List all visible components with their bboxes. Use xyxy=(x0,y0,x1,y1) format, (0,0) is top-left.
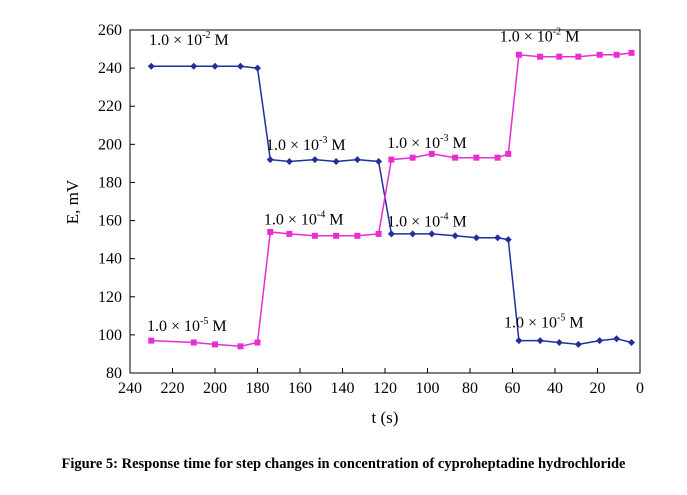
y-axis-label: E, mV xyxy=(63,179,82,224)
concentration-label: 1.0 × 10-5 M xyxy=(147,316,227,335)
y-tick-label: 200 xyxy=(98,136,122,153)
series-2 xyxy=(148,49,635,350)
data-point xyxy=(190,62,198,70)
data-point xyxy=(237,62,244,70)
data-point xyxy=(628,49,635,56)
data-point xyxy=(472,234,480,242)
x-tick-label: 120 xyxy=(373,380,397,397)
series-layer xyxy=(147,49,635,350)
concentration-label: 1.0 × 10-2 M xyxy=(149,30,229,49)
data-point xyxy=(428,230,436,238)
y-tick-label: 260 xyxy=(98,22,122,39)
data-point xyxy=(537,53,544,60)
annotations: 1.0 × 10-2 M 1.0 × 10-3 M 1.0 × 10-4 M 1.0 … xyxy=(147,26,584,335)
data-point xyxy=(333,232,340,239)
data-point xyxy=(211,62,219,70)
series-line xyxy=(151,52,632,348)
data-point xyxy=(628,339,635,347)
data-point xyxy=(237,343,244,350)
concentration-label: 1.0 × 10-5 M xyxy=(504,312,584,331)
y-tick-label: 100 xyxy=(98,327,122,344)
data-point xyxy=(473,154,480,161)
data-point xyxy=(515,337,523,345)
data-point xyxy=(596,337,604,345)
y-tick-label: 80 xyxy=(106,365,122,382)
data-point xyxy=(285,157,293,165)
concentration-label: 1.0 × 10-4 M xyxy=(264,209,344,228)
data-point xyxy=(536,337,544,345)
concentration-label: 1.0 × 10-3 M xyxy=(266,135,346,154)
data-point xyxy=(515,51,522,58)
y-tick-label: 140 xyxy=(98,251,122,268)
data-point xyxy=(409,230,417,238)
data-point xyxy=(387,230,395,238)
x-tick-label: 220 xyxy=(161,380,185,397)
data-point xyxy=(212,341,218,348)
data-point xyxy=(613,51,620,58)
concentration-label: 1.0 × 10-4 M xyxy=(387,211,467,230)
data-point xyxy=(332,157,340,165)
x-tick-label: 0 xyxy=(636,380,644,397)
series-1 xyxy=(147,62,635,348)
series-line xyxy=(151,65,632,346)
y-tick-label: 220 xyxy=(98,98,122,115)
data-point xyxy=(596,51,603,58)
concentration-label: 1.0 × 10-3 M xyxy=(387,133,467,152)
data-point xyxy=(494,234,502,242)
data-point xyxy=(451,232,459,240)
concentration-label: 1.0 × 10-2 M xyxy=(500,26,580,45)
x-tick-label: 20 xyxy=(590,380,606,397)
x-tick-label: 240 xyxy=(118,380,142,397)
data-point xyxy=(452,154,459,161)
x-tick-label: 200 xyxy=(203,380,227,397)
figure-caption: Figure 5: Response time for step changes… xyxy=(61,456,626,472)
y-tick-label: 180 xyxy=(98,174,122,191)
x-tick-label: 160 xyxy=(288,380,312,397)
data-point xyxy=(254,64,261,72)
y-tick-label: 120 xyxy=(98,289,122,306)
x-axis: 240 220 200 180 160 140 120 100 80 60 40 20 0 xyxy=(118,368,644,397)
data-point xyxy=(267,228,274,235)
data-point xyxy=(148,337,155,344)
x-tick-label: 60 xyxy=(505,380,521,397)
data-point xyxy=(575,53,582,60)
data-point xyxy=(353,156,361,164)
data-point xyxy=(190,339,197,346)
data-point xyxy=(375,157,383,165)
y-tick-label: 160 xyxy=(98,213,122,230)
data-point xyxy=(375,230,382,237)
x-tick-label: 80 xyxy=(462,380,478,397)
data-point xyxy=(556,53,563,60)
y-axis: 80 100 120 140 160 180 200 220 240 260 xyxy=(98,22,135,382)
x-tick-label: 40 xyxy=(547,380,563,397)
data-point xyxy=(409,154,416,161)
x-axis-label: t (s) xyxy=(372,408,399,427)
data-point xyxy=(613,335,621,343)
data-point xyxy=(428,150,435,157)
data-point xyxy=(574,340,582,348)
x-tick-label: 140 xyxy=(331,380,355,397)
data-point xyxy=(505,150,512,157)
data-point xyxy=(494,154,501,161)
data-point xyxy=(388,156,395,163)
x-tick-label: 180 xyxy=(246,380,270,397)
data-point xyxy=(311,156,319,164)
data-point xyxy=(311,232,318,239)
y-tick-label: 240 xyxy=(98,60,122,77)
data-point xyxy=(555,339,563,347)
data-point xyxy=(266,156,274,164)
data-point xyxy=(504,236,512,244)
data-point xyxy=(354,232,361,239)
data-point xyxy=(254,339,261,346)
x-tick-label: 100 xyxy=(416,380,440,397)
data-point xyxy=(286,230,293,237)
data-point xyxy=(147,62,155,70)
